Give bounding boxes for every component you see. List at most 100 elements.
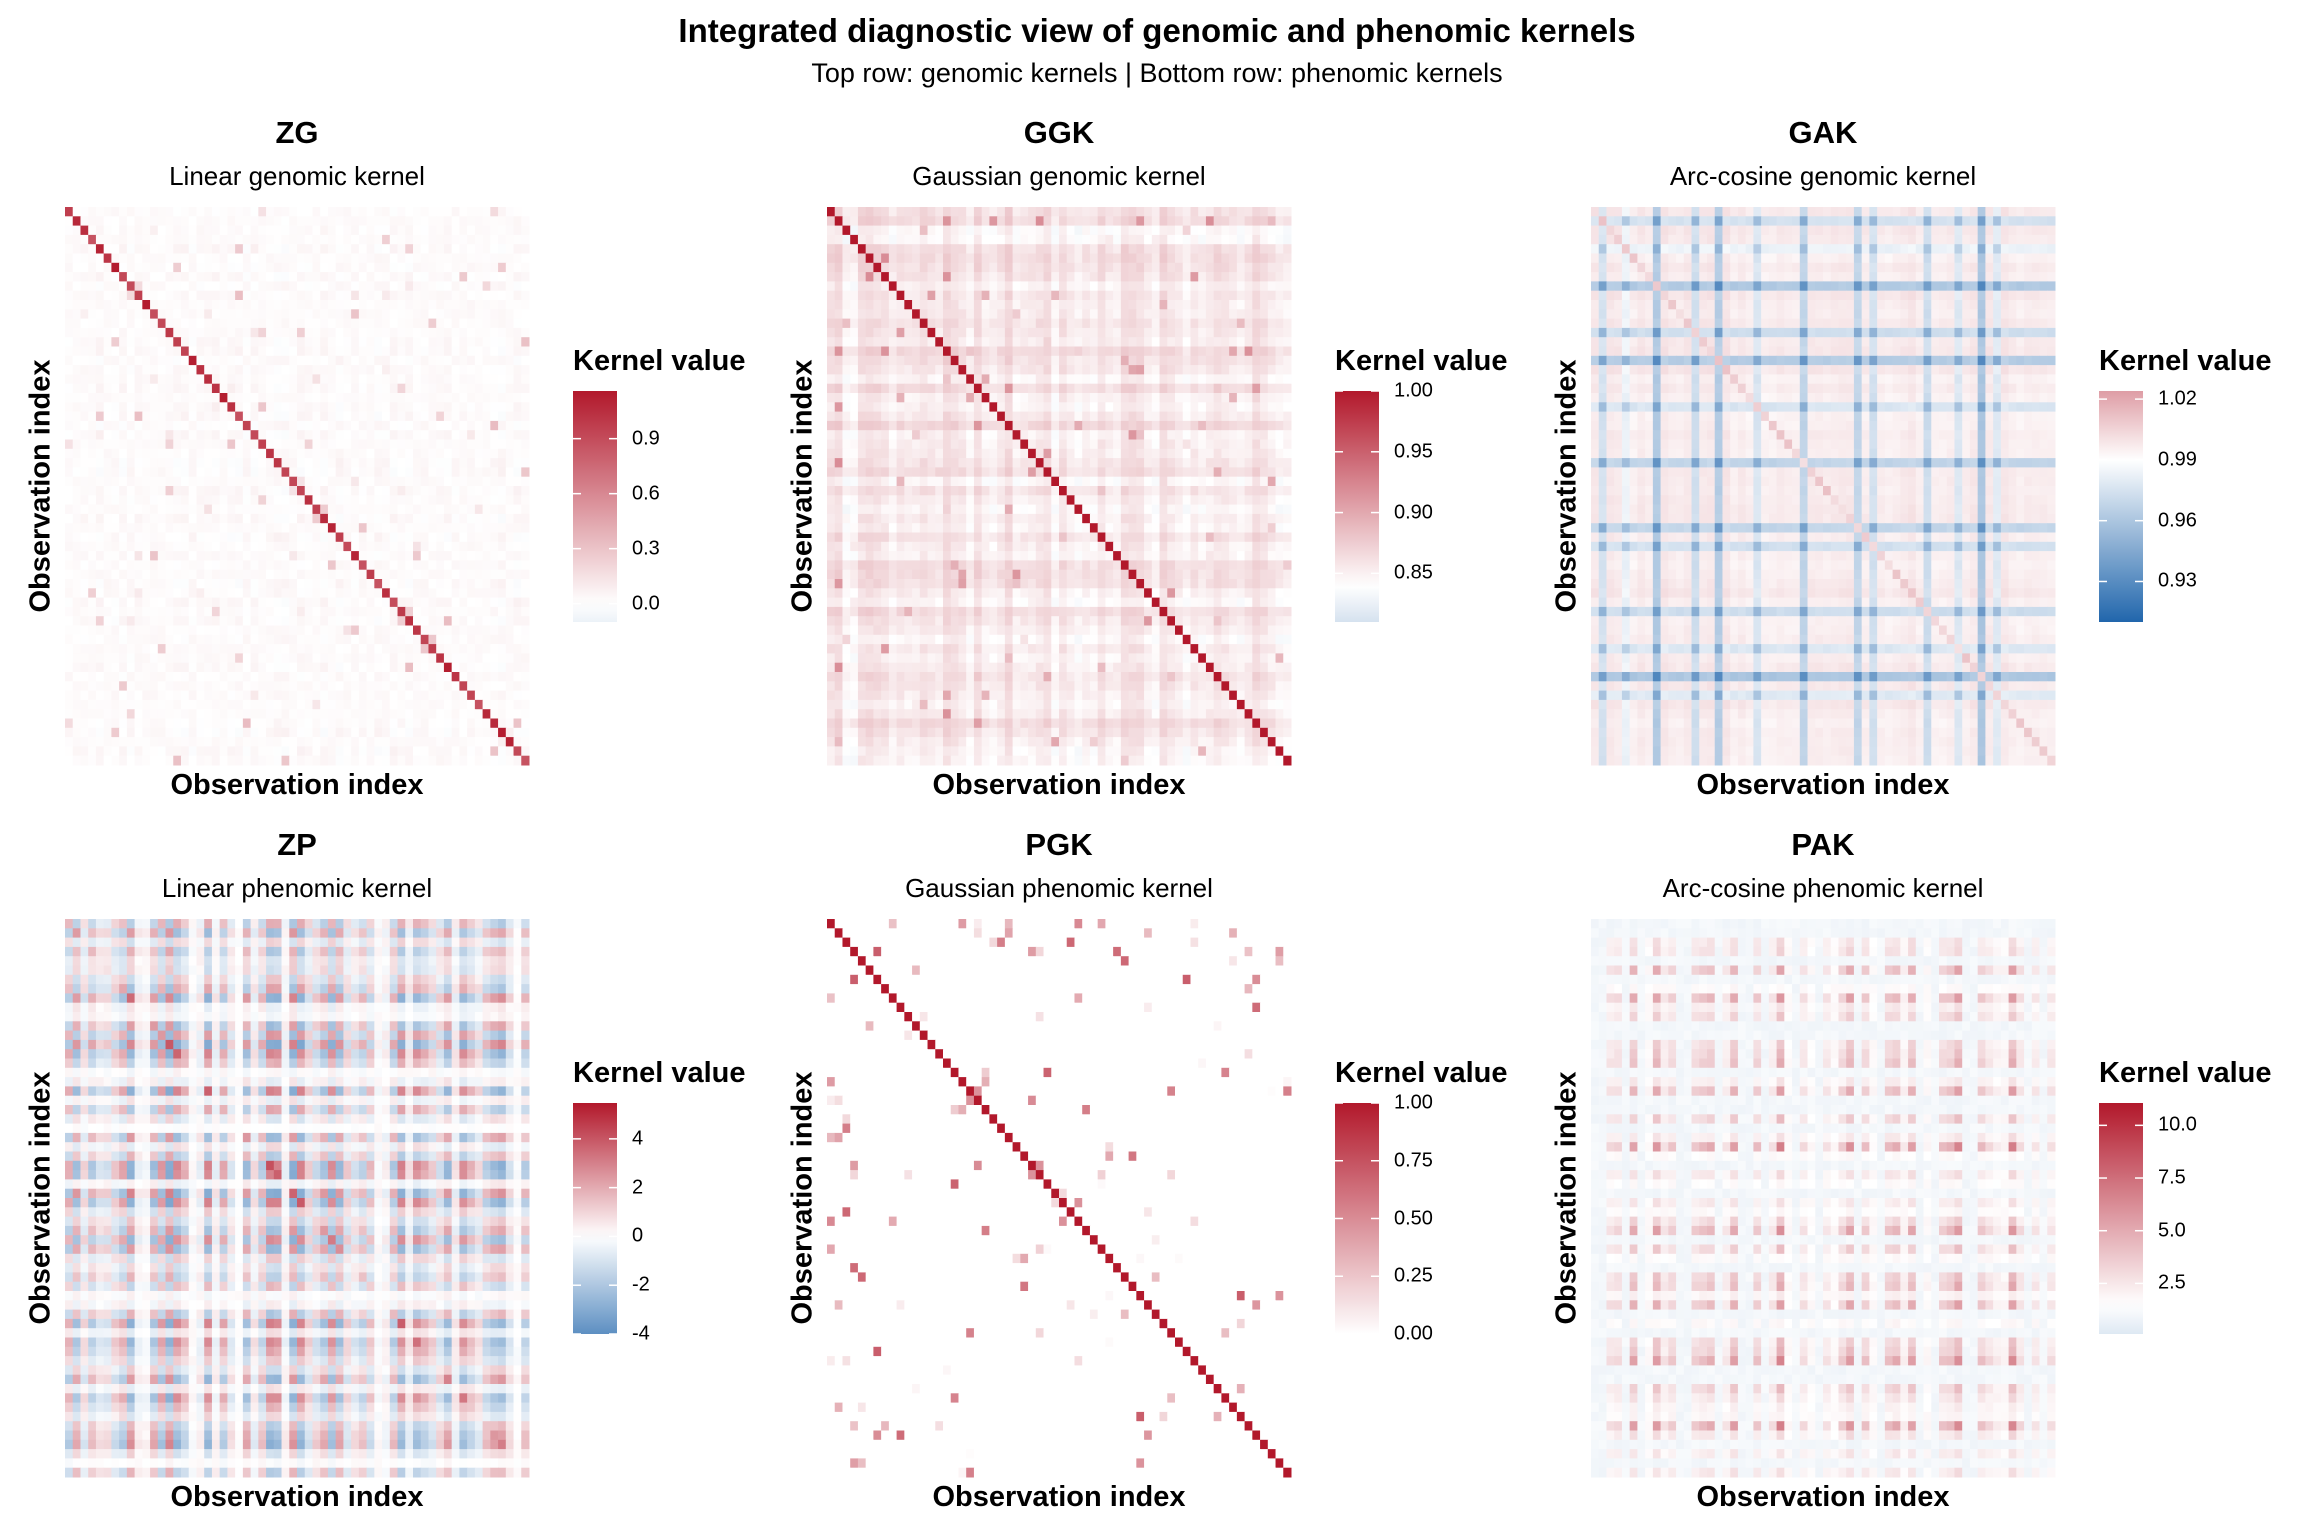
heatmap-cell bbox=[196, 625, 205, 636]
heatmap-cell bbox=[335, 532, 344, 543]
heatmap-cell bbox=[281, 541, 290, 552]
heatmap-cell bbox=[343, 662, 352, 673]
heatmap-cell bbox=[881, 365, 890, 375]
heatmap-cell bbox=[436, 737, 445, 747]
heatmap-cell bbox=[1267, 365, 1277, 375]
heatmap-cell bbox=[320, 383, 329, 394]
heatmap-cell bbox=[219, 448, 228, 459]
heatmap-cell bbox=[289, 606, 298, 617]
heatmap-cell bbox=[482, 634, 491, 645]
heatmap-cell bbox=[80, 737, 89, 747]
heatmap-cell bbox=[196, 690, 205, 701]
heatmap-cell bbox=[443, 532, 453, 543]
heatmap-cell bbox=[1175, 318, 1184, 329]
heatmap-cell bbox=[211, 402, 221, 413]
heatmap-cell bbox=[1120, 225, 1130, 236]
heatmap-cell bbox=[1151, 383, 1161, 394]
heatmap-cell bbox=[397, 365, 406, 375]
heatmap-cell bbox=[103, 327, 112, 338]
heatmap-cell bbox=[111, 430, 120, 440]
heatmap-cell bbox=[181, 727, 190, 738]
heatmap-cell bbox=[258, 718, 267, 729]
heatmap-cell bbox=[219, 383, 228, 394]
heatmap-cell bbox=[865, 253, 874, 264]
heatmap-cell bbox=[103, 690, 112, 701]
heatmap-cell bbox=[250, 653, 259, 664]
heatmap-cell bbox=[304, 718, 313, 729]
heatmap-cell bbox=[374, 737, 383, 747]
heatmap-cell bbox=[150, 337, 159, 347]
heatmap-cell bbox=[119, 207, 128, 217]
heatmap-cell bbox=[227, 411, 236, 422]
heatmap-cell bbox=[397, 727, 406, 738]
heatmap-cell bbox=[397, 513, 406, 524]
heatmap-cell bbox=[126, 337, 136, 347]
heatmap-cell bbox=[235, 253, 244, 264]
heatmap-cell bbox=[997, 411, 1006, 422]
heatmap-cell bbox=[950, 337, 959, 347]
heatmap-cell bbox=[1175, 393, 1184, 403]
heatmap-cell bbox=[1105, 225, 1114, 236]
heatmap-cell bbox=[150, 746, 159, 757]
heatmap-cell bbox=[842, 365, 851, 375]
heatmap-cell bbox=[327, 513, 337, 524]
heatmap-cell bbox=[188, 523, 197, 533]
heatmap-cell bbox=[1066, 225, 1075, 236]
heatmap-cell bbox=[1004, 309, 1014, 320]
heatmap-cell bbox=[1113, 244, 1122, 254]
heatmap-cell bbox=[1267, 234, 1277, 245]
heatmap-cell bbox=[1182, 290, 1191, 301]
heatmap-cell bbox=[834, 411, 843, 422]
heatmap-cell bbox=[1105, 327, 1114, 338]
heatmap-cell bbox=[250, 411, 259, 422]
heatmap-cell bbox=[181, 216, 190, 227]
heatmap-cell bbox=[1136, 272, 1145, 282]
heatmap-cell bbox=[196, 588, 205, 599]
heatmap-cell bbox=[211, 272, 221, 282]
heatmap-cell bbox=[467, 662, 476, 673]
heatmap-cell bbox=[150, 523, 159, 533]
heatmap-cell bbox=[335, 513, 344, 524]
heatmap-cell bbox=[327, 337, 337, 347]
heatmap-cell bbox=[950, 318, 959, 329]
heatmap-cell bbox=[1205, 216, 1215, 227]
heatmap-cell bbox=[157, 355, 167, 366]
heatmap-cell bbox=[382, 281, 391, 292]
heatmap-cell bbox=[374, 718, 383, 729]
heatmap-cell bbox=[482, 337, 491, 347]
heatmap-cell bbox=[173, 458, 182, 468]
heatmap-cell bbox=[389, 262, 399, 273]
heatmap-cell bbox=[126, 634, 136, 645]
heatmap-cell bbox=[1252, 374, 1261, 385]
heatmap-cell bbox=[436, 597, 445, 608]
heatmap-cell bbox=[219, 588, 228, 599]
heatmap-cell bbox=[428, 216, 437, 227]
heatmap-cell bbox=[95, 476, 105, 487]
heatmap-cell bbox=[119, 634, 128, 645]
heatmap-cell bbox=[981, 216, 990, 227]
heatmap-cell bbox=[389, 699, 399, 710]
heatmap-cell bbox=[327, 383, 337, 394]
heatmap-cell bbox=[1252, 365, 1261, 375]
heatmap-cell bbox=[374, 569, 383, 580]
heatmap-cell bbox=[973, 318, 983, 329]
heatmap-cell bbox=[88, 699, 97, 710]
heatmap-cell bbox=[428, 439, 437, 450]
heatmap-cell bbox=[420, 709, 429, 719]
heatmap-cell bbox=[428, 718, 437, 729]
heatmap-cell bbox=[436, 606, 445, 617]
heatmap-cell bbox=[1229, 374, 1238, 385]
heatmap-cell bbox=[1175, 234, 1184, 245]
heatmap-cell bbox=[413, 337, 422, 347]
heatmap-cell bbox=[505, 560, 515, 571]
heatmap-cell bbox=[505, 532, 515, 543]
heatmap-cell bbox=[467, 476, 476, 487]
heatmap-cell bbox=[1182, 262, 1191, 273]
heatmap-cell bbox=[1144, 365, 1153, 375]
heatmap-cell bbox=[1012, 355, 1021, 366]
heatmap-cell bbox=[374, 290, 383, 301]
heatmap-cell bbox=[950, 309, 959, 320]
heatmap-cell bbox=[474, 476, 484, 487]
heatmap-cell bbox=[211, 523, 221, 533]
heatmap-cell bbox=[126, 262, 136, 273]
